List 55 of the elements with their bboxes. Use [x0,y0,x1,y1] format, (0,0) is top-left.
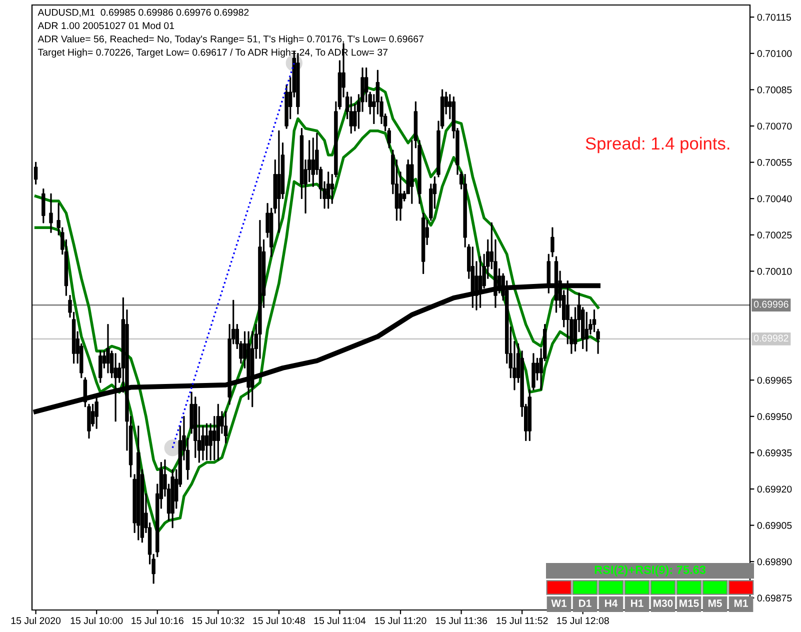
candlestick [296,52,300,114]
y-tick-label: 0.69965 [757,376,792,384]
candlestick [224,411,228,444]
x-tick-label: 15 Jul 12:08 [557,616,609,624]
y-tick-label: 0.70115 [757,14,791,21]
candlestick [550,227,554,258]
category-label: H4 [605,600,618,607]
candlestick [421,212,426,274]
candlestick [49,193,53,233]
x-tick-label: 15 Jul 11:20 [375,616,426,624]
y-tick-label: 0.69920 [757,486,792,493]
y-tick-label: 0.70085 [757,86,792,94]
y-tick-label: 0.69875 [757,594,792,602]
candlestick [170,469,174,528]
category-label: M5 [708,600,722,607]
y-tick-label: 0.69905 [757,522,792,529]
candlestick [258,220,262,359]
y-tick-label: 0.69890 [757,558,792,566]
candlestick [136,426,140,540]
candlestick [528,389,532,442]
x-tick-label: 15 Jul 2020 [11,616,61,624]
y-tick-label: 0.70070 [757,122,792,130]
category-label: H1 [631,600,644,607]
y-tick-label: 0.70025 [757,232,792,239]
annotation: ADR 1.00 20051027 01 Mod 01 [38,22,174,30]
candlestick [277,130,281,233]
y-tick-label: 0.70100 [757,50,792,58]
ref-line-label: 0.69996 [754,300,788,308]
y-tick-label: 0.70040 [757,195,792,202]
y-tick-label: 0.70010 [757,268,792,275]
x-tick-label: 15 Jul 11:04 [314,616,366,624]
x-tick-label: 15 Jul 10:48 [253,616,305,624]
candlestick [216,404,220,460]
category-label: M1 [734,600,748,607]
candlestick [204,423,209,460]
text: RSI(2)+RSI(9): 75.63 [594,565,706,576]
candlestick [326,172,330,209]
annotation: AUDUSD,M1 0.69985 0.69986 0.69976 0.69982 [38,8,249,17]
y-tick-label: 0.69935 [757,449,792,456]
x-tick-label: 15 Jul 10:32 [192,616,244,624]
x-tick-label: 15 Jul 10:00 [70,616,123,624]
category-label: D1 [579,600,592,607]
x-tick-label: 15 Jul 11:52 [496,616,548,624]
category-label: W1 [551,600,567,607]
x-tick-label: 15 Jul 11:36 [436,616,487,624]
category-label: M30 [654,600,673,607]
candlestick [532,353,536,390]
annotation: ADR Value= 56, Reached= No, Today's Range= 51, T's High= 0.70176, T's Low= 0.69667 [38,35,424,44]
candlestick [98,350,102,383]
y-tick-label: 0.69950 [757,413,792,420]
y-tick-label: 0.70055 [757,159,792,166]
category-label: M15 [680,600,699,607]
annotation: Spread: 1.4 points. [586,136,730,154]
x-tick-label: 15 Jul 10:16 [132,616,184,624]
candlestick [42,188,46,224]
